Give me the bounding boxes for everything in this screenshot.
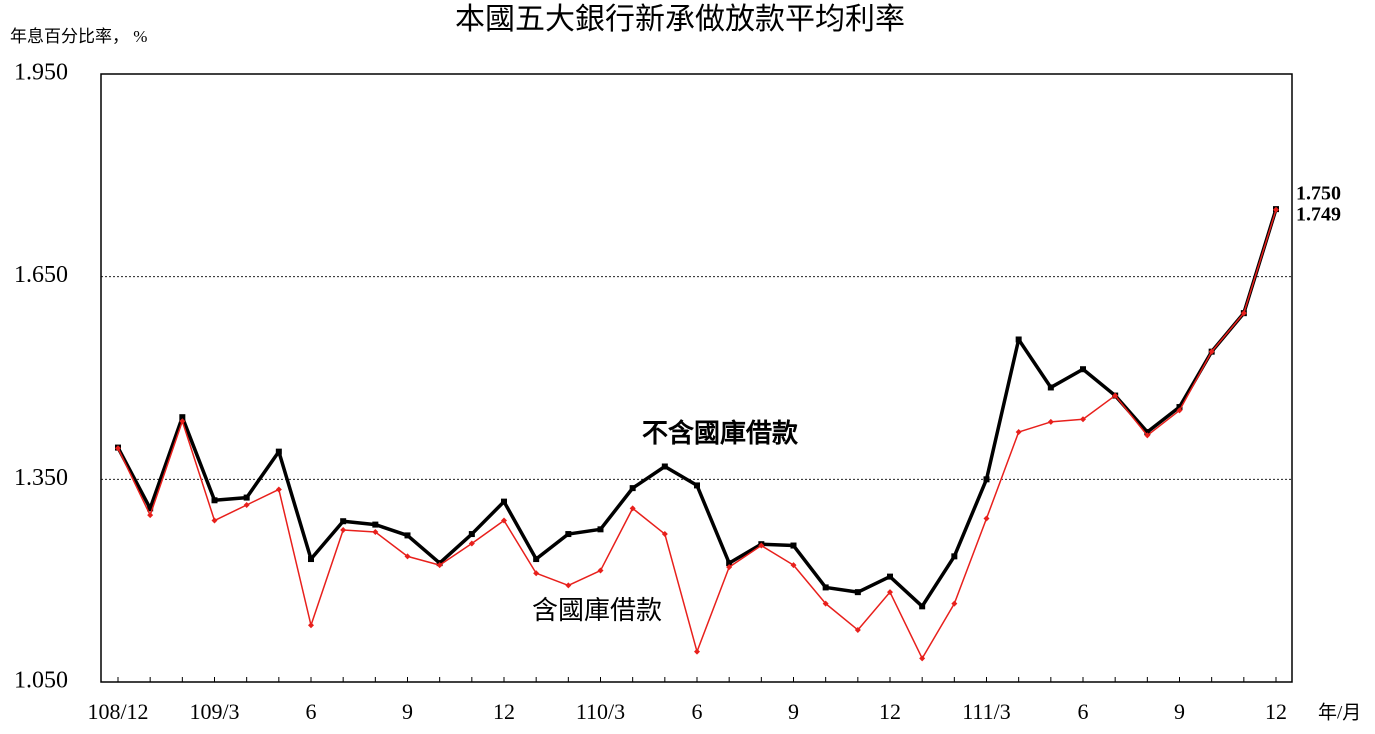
point-marker [147,505,154,512]
point-marker [404,532,411,539]
point-marker [694,482,700,489]
point-marker [275,486,282,493]
point-marker [694,648,700,655]
point-marker [1015,336,1022,343]
point-marker [436,562,443,569]
point-marker [1176,404,1183,411]
point-marker [340,527,347,533]
point-marker [983,515,990,522]
point-marker [404,553,411,560]
point-marker [275,448,282,455]
point-marker [854,626,861,633]
point-marker [179,418,186,425]
point-marker [1208,348,1215,355]
point-marker [1144,432,1151,439]
point-marker [629,485,636,492]
x-tick-label: 109/3 [189,699,239,724]
plot-frame [100,73,1293,683]
point-marker [533,570,540,577]
point-marker [758,542,765,549]
point-marker [147,512,154,519]
point-marker [1080,366,1086,373]
x-tick-label: 6 [692,699,703,724]
series-label: 不含國庫借款 [642,418,799,448]
point-marker [597,526,604,533]
value-label: 1.750 [1296,183,1341,205]
point-marker [308,622,314,629]
x-tick-label: 6 [306,699,317,724]
y-axis-label: 年息百分比率， % [10,27,147,46]
point-marker [726,560,733,567]
point-marker [1047,418,1054,425]
point-marker [1273,206,1279,213]
point-marker [1240,310,1247,317]
point-marker [243,494,250,501]
point-marker [919,655,926,662]
point-marker [468,540,475,547]
point-marker [1015,429,1022,436]
y-tick-label: 1.650 [14,262,68,288]
point-marker [372,521,379,528]
point-marker [726,564,733,571]
point-marker [533,556,540,563]
point-marker [372,529,379,536]
point-marker [565,531,572,538]
y-tick-label: 1.950 [14,60,68,86]
x-axis-label: 年/月 [1318,701,1361,723]
x-tick-label: 111/3 [962,699,1010,724]
x-tick-label: 6 [1078,699,1089,724]
point-marker [565,582,572,589]
point-marker [179,414,186,421]
chart-title: 本國五大銀行新承做放款平均利率 [455,3,905,36]
point-marker [951,600,958,607]
x-tick-label: 12 [879,699,901,724]
value-label: 1.749 [1296,203,1341,225]
point-marker [468,531,475,538]
point-marker [211,497,218,504]
point-marker [340,518,347,525]
point-marker [919,603,926,610]
point-marker [887,573,893,580]
point-marker [1112,392,1119,399]
point-marker [1144,429,1151,436]
point-marker [501,498,507,505]
x-tick-label: 12 [1265,699,1287,724]
point-marker [115,445,121,452]
x-tick-label: 108/12 [87,699,148,724]
point-marker [501,517,507,524]
point-marker [243,502,250,509]
point-marker [822,600,829,607]
point-marker [854,589,861,596]
point-marker [822,584,829,591]
point-marker [661,531,668,538]
point-marker [629,505,636,512]
point-marker [983,476,990,483]
point-marker [1176,407,1183,414]
x-tick-label: 9 [402,699,413,724]
point-marker [597,567,604,574]
point-marker [1080,416,1086,423]
x-tick-label: 9 [1174,699,1185,724]
point-marker [887,589,893,596]
x-tick-label: 12 [493,699,515,724]
point-marker [790,542,797,549]
point-marker [1047,384,1054,391]
point-marker [308,556,314,563]
series-label: 含國庫借款 [532,596,662,625]
x-tick-label: 110/3 [576,699,625,724]
y-tick-label: 1.350 [14,465,68,491]
x-tick-label: 9 [788,699,799,724]
point-marker [211,517,218,524]
point-marker [951,553,958,560]
y-tick-label: 1.050 [14,668,68,694]
point-marker [661,463,668,470]
point-marker [790,562,797,569]
